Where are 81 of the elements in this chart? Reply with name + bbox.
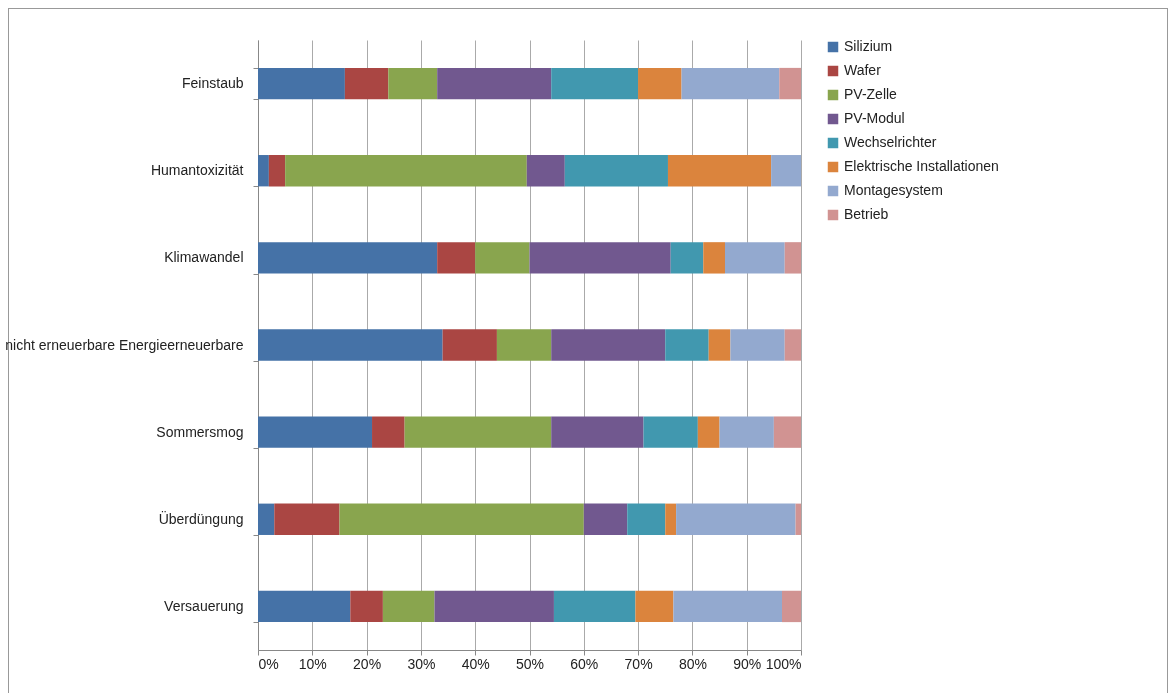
x-tick-label: 0%: [258, 655, 279, 672]
bar: [773, 416, 801, 448]
bar: [670, 242, 704, 274]
legend-label: PV-Modul: [844, 110, 905, 126]
legend-label: Wechselrichter: [844, 134, 937, 150]
bar: [258, 503, 275, 535]
bar: [258, 242, 438, 274]
bar: [382, 590, 435, 623]
y-tick-label: Klimawandel: [164, 249, 244, 266]
bar: [697, 416, 720, 448]
bar: [258, 67, 345, 100]
y-tick-label: Humantoxizität: [150, 162, 244, 179]
bar: [551, 416, 644, 448]
bar: [437, 67, 552, 100]
legend-label: Wafer: [844, 62, 882, 78]
y-tick-label: Versauerung: [164, 597, 244, 614]
bar: [667, 155, 772, 187]
bar: [437, 242, 476, 274]
x-tick-label: 30%: [407, 655, 436, 672]
bar: [268, 155, 286, 187]
bar: [526, 155, 565, 187]
legend-label: Montagesystem: [844, 182, 943, 198]
bar: [665, 329, 709, 361]
x-tick-label: 90%: [733, 655, 762, 672]
bar: [627, 503, 666, 535]
legend-label: Betrieb: [844, 206, 889, 222]
bar: [285, 155, 527, 187]
bar: [339, 503, 584, 535]
bar: [553, 590, 636, 623]
y-tick-label: Sommersmog: [156, 423, 244, 440]
x-tick-label: 40%: [461, 655, 490, 672]
bar: [258, 590, 351, 623]
x-tick-label: 100%: [765, 655, 802, 672]
bar: [442, 329, 497, 361]
bar: [529, 242, 671, 274]
bar: [795, 503, 801, 535]
y-tick-label: nicht erneuerbare Energieerneuerbare: [5, 336, 244, 353]
bar: [258, 329, 443, 361]
bar: [730, 329, 785, 361]
bar: [258, 416, 373, 448]
bar: [784, 242, 801, 274]
bar: [708, 329, 731, 361]
bar: [673, 590, 782, 623]
bar: [681, 67, 780, 100]
bar: [703, 242, 725, 274]
bar: [779, 67, 801, 100]
bar: [635, 590, 674, 623]
bar: [434, 590, 554, 623]
bar: [372, 416, 405, 448]
x-tick-label: 20%: [353, 655, 382, 672]
bar: [665, 503, 677, 535]
legend-label: Elektrische Installationen: [844, 158, 999, 174]
bar: [784, 329, 801, 361]
bar: [344, 67, 389, 100]
bar: [350, 590, 383, 623]
bar: [564, 155, 668, 187]
x-tick-label: 50%: [515, 655, 545, 672]
bar: [404, 416, 552, 448]
x-tick-label: 70%: [624, 655, 653, 672]
bar: [724, 242, 785, 274]
y-tick-label: Feinstaub: [182, 75, 244, 92]
bar: [719, 416, 774, 448]
bar: [496, 329, 552, 361]
legend-label: PV-Zelle: [844, 86, 898, 102]
bar: [676, 503, 796, 535]
bar: [771, 155, 801, 187]
bar: [638, 67, 682, 100]
x-tick-label: 10%: [298, 655, 327, 672]
bar: [388, 67, 438, 100]
legend-label: Silizium: [844, 38, 893, 54]
bar: [258, 155, 269, 187]
bar: [583, 503, 628, 535]
x-tick-label: 60%: [570, 655, 599, 672]
x-tick-label: 80%: [678, 655, 707, 672]
bar: [551, 329, 666, 361]
bar: [643, 416, 698, 448]
bar: [551, 67, 639, 100]
bar: [274, 503, 340, 535]
y-tick-label: Überdüngung: [158, 509, 244, 527]
bar: [782, 590, 801, 623]
bar: [475, 242, 530, 274]
